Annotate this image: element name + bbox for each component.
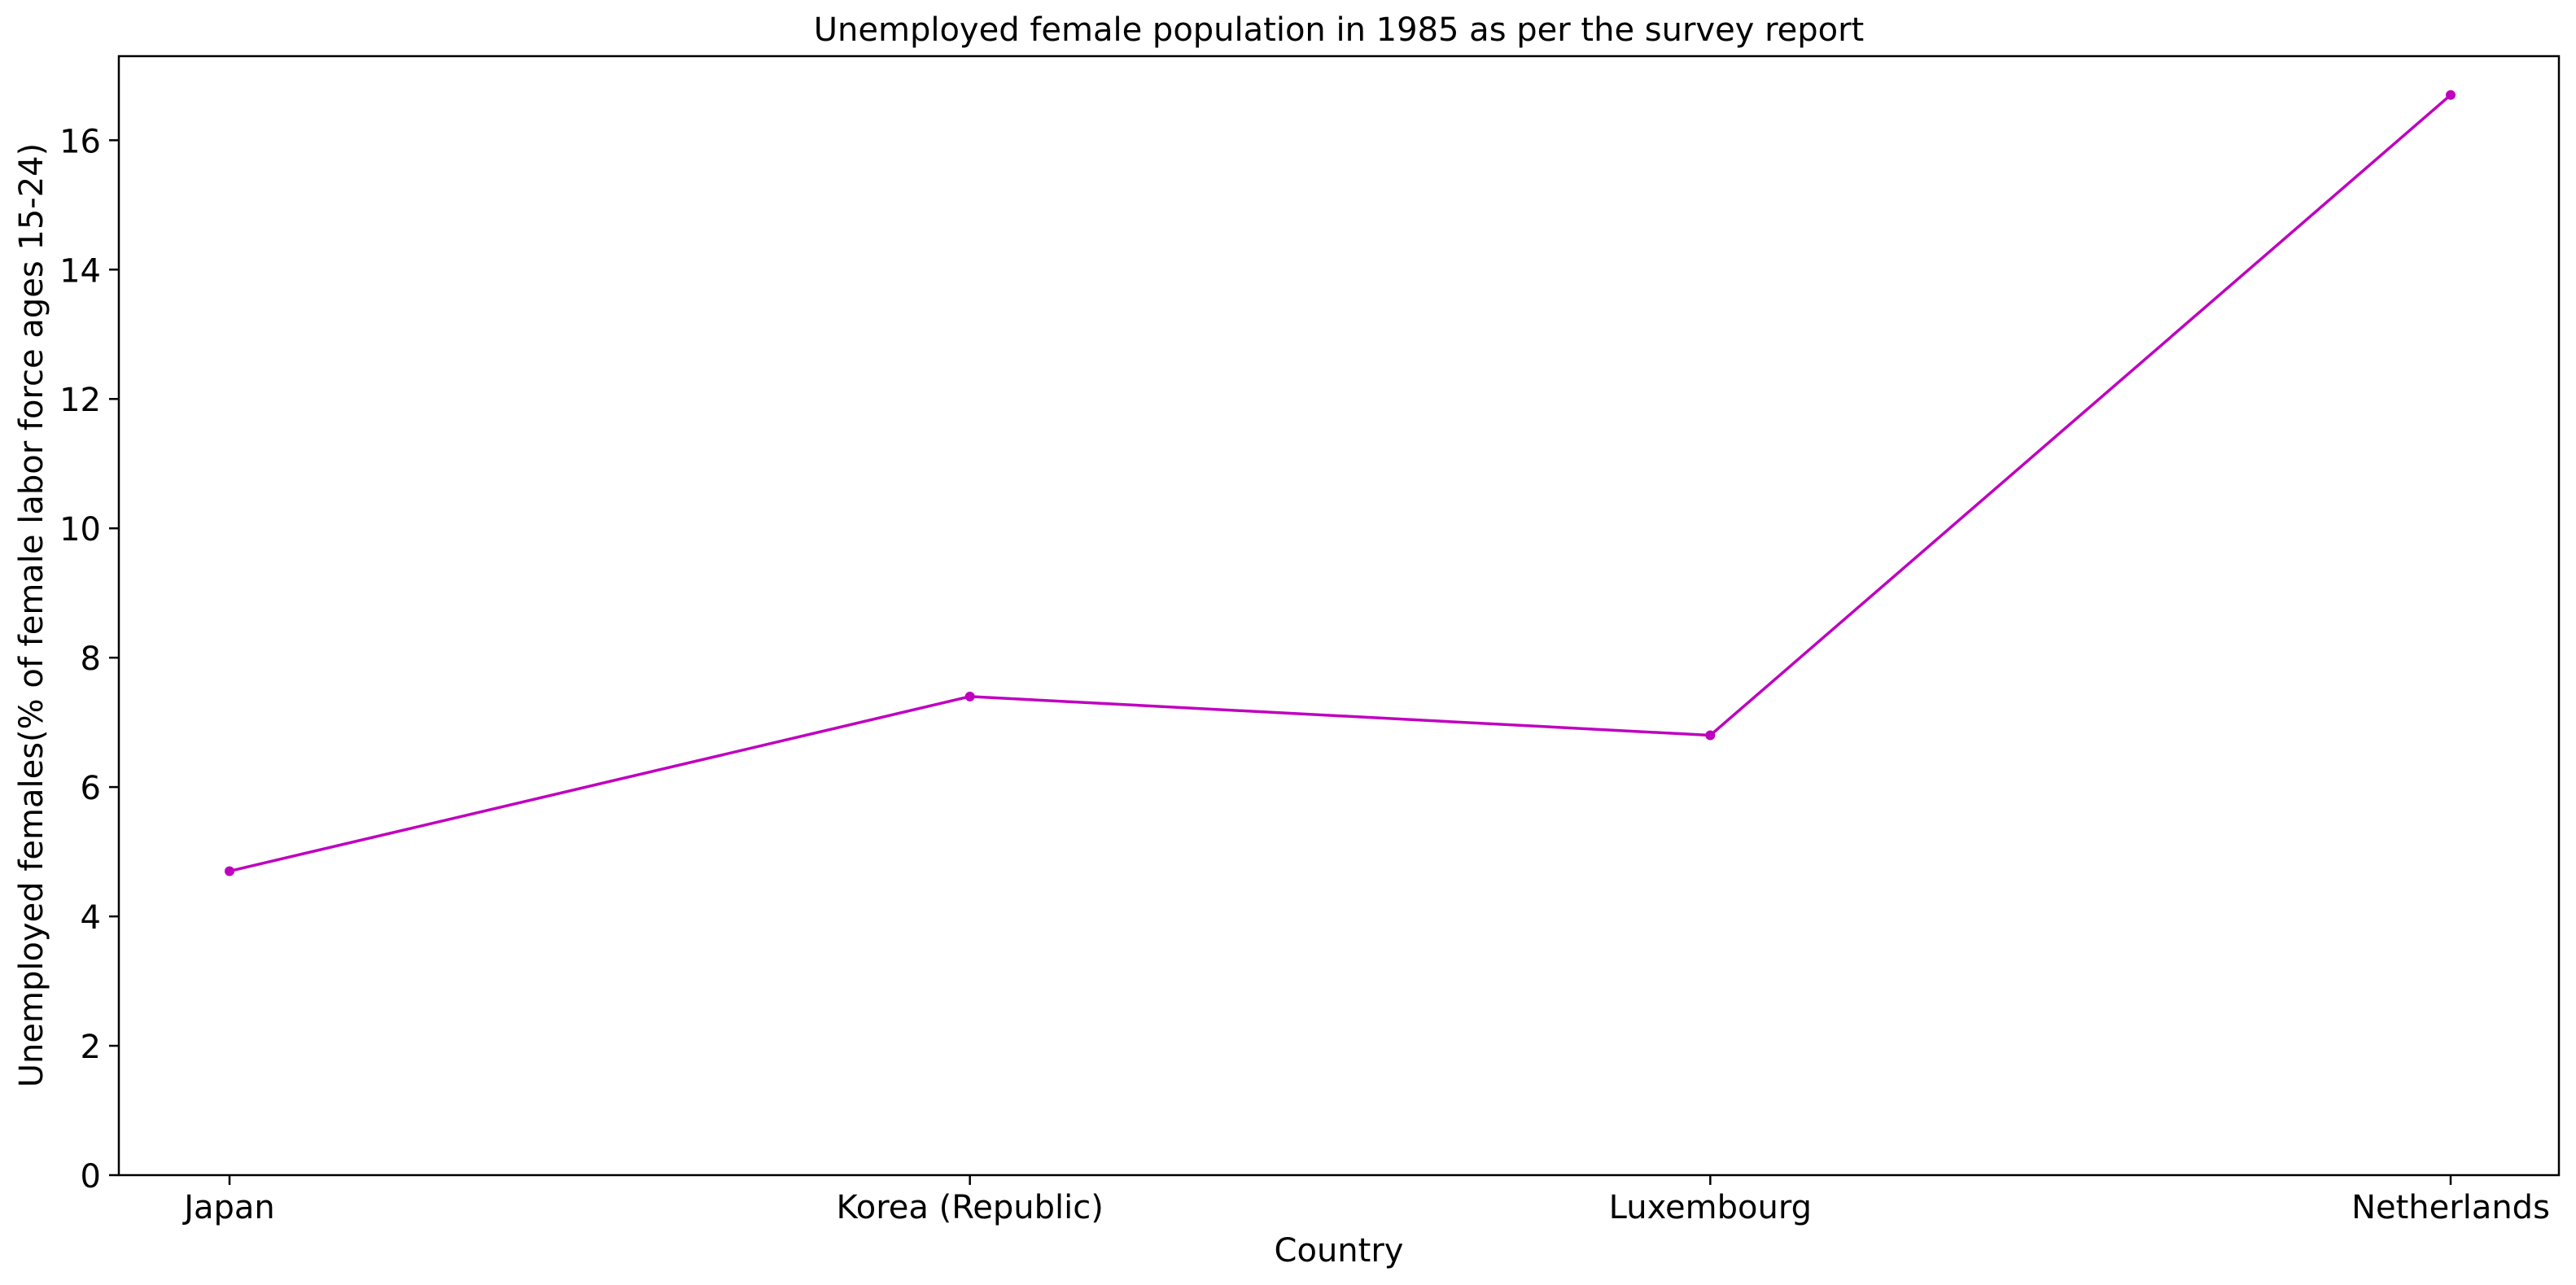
data-point — [2446, 90, 2456, 100]
series-layer — [225, 90, 2456, 876]
y-tick-label: 16 — [59, 123, 101, 160]
y-tick-label: 14 — [59, 252, 101, 290]
chart-title: Unemployed female population in 1985 as … — [814, 11, 1865, 49]
axis-ticks: 0 2 4 6 8 10 12 14 16 Japan Korea (Republic) Luxemb… — [59, 123, 2550, 1226]
y-axis-label: Unemployed females(% of female labor for… — [13, 143, 50, 1088]
series-line — [229, 94, 2452, 873]
y-tick-label: 6 — [81, 770, 101, 807]
x-tick-label: Korea (Republic) — [837, 1189, 1104, 1226]
y-tick-label: 10 — [59, 511, 101, 549]
x-tick-label: Netherlands — [2351, 1189, 2550, 1226]
y-tick-label: 8 — [81, 640, 101, 678]
y-tick-label: 4 — [81, 899, 101, 937]
data-point — [1705, 730, 1716, 741]
x-axis-label: Country — [1275, 1232, 1404, 1270]
y-tick-label: 2 — [81, 1029, 101, 1066]
x-tick-label: Luxembourg — [1609, 1189, 1812, 1226]
plot-frame — [117, 55, 2561, 1177]
data-point — [225, 866, 234, 876]
data-point — [964, 691, 975, 702]
x-tick-label: Japan — [182, 1189, 275, 1226]
y-tick-label: 0 — [81, 1158, 101, 1195]
y-tick-label: 12 — [59, 382, 101, 419]
